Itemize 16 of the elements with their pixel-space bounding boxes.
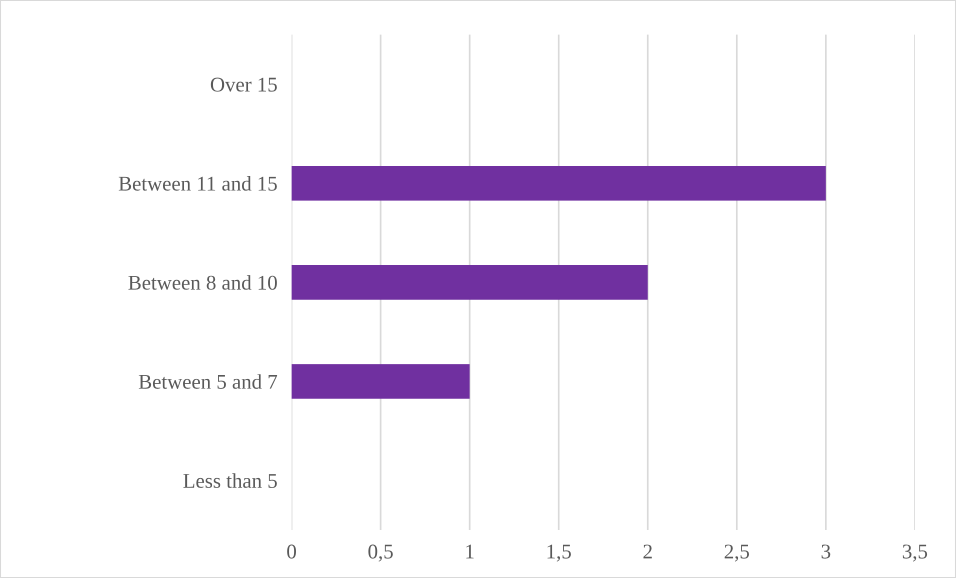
y-tick-label: Less than 5 xyxy=(183,473,277,488)
x-tick-label: 3 xyxy=(822,544,830,559)
x-tick-label: 0,5 xyxy=(368,544,393,562)
x-tick-label: 1 xyxy=(466,544,474,558)
bar xyxy=(292,364,470,399)
bar xyxy=(292,166,826,201)
x-tick-label: 0 xyxy=(287,544,296,559)
x-tick-label: 3,5 xyxy=(902,544,928,562)
x-tick-label: 2 xyxy=(643,544,652,558)
x-tick-label: 1,5 xyxy=(548,544,571,562)
y-tick-label: Between 5 and 7 xyxy=(138,374,278,389)
y-tick-label: Over 15 xyxy=(210,78,277,92)
bar xyxy=(292,265,648,300)
y-tick-label: Between 11 and 15 xyxy=(118,176,277,191)
y-tick-label: Between 8 and 10 xyxy=(128,275,277,290)
x-tick-label: 2,5 xyxy=(724,544,750,562)
